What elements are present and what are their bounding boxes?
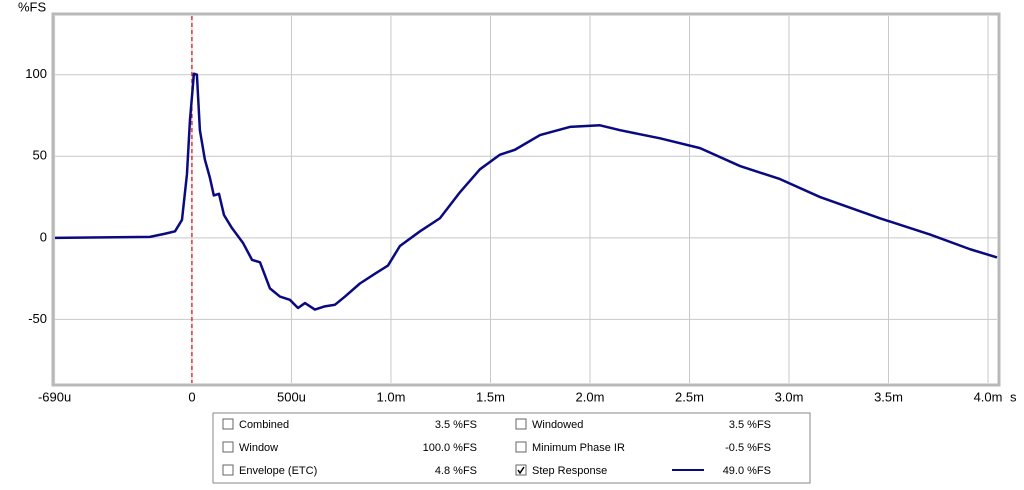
x-tick-label: 1.0m <box>377 389 406 404</box>
plot <box>54 16 998 383</box>
legend-reading: 3.5 %FS <box>729 419 771 431</box>
y-tick-label: 100 <box>25 66 47 81</box>
x-tick-label: 4.0m <box>974 389 1003 404</box>
y-tick-label: 0 <box>40 229 47 244</box>
checkbox[interactable] <box>222 464 234 476</box>
legend-label[interactable]: Windowed <box>532 419 583 431</box>
checkbox[interactable] <box>222 441 234 453</box>
legend-label[interactable]: Step Response <box>532 465 607 477</box>
x-tick-label: 2.0m <box>576 389 605 404</box>
x-tick-label: 3.0m <box>775 389 804 404</box>
legend-label[interactable]: Envelope (ETC) <box>239 465 317 477</box>
checkbox[interactable] <box>515 441 527 453</box>
legend-reading: -0.5 %FS <box>725 442 771 454</box>
checkbox[interactable] <box>515 464 527 476</box>
legend-reading: 100.0 %FS <box>423 442 477 454</box>
x-tick-label: 3.5m <box>874 389 903 404</box>
y-tick-label: 50 <box>33 148 47 163</box>
checkbox[interactable] <box>515 418 527 430</box>
y-axis-label: %FS <box>18 0 47 14</box>
series-line <box>54 72 998 311</box>
x-axis-label: s <box>1010 389 1017 404</box>
x-tick-label: 2.5m <box>675 389 704 404</box>
grid <box>54 16 997 383</box>
legend-box <box>212 412 811 484</box>
checkbox[interactable] <box>222 418 234 430</box>
legend-reading: 3.5 %FS <box>435 419 477 431</box>
legend: Combined 3.5 %FS Windowed 3.5 %FS Window 100.… <box>212 412 811 484</box>
y-tick-label: -50 <box>28 311 47 326</box>
x-tick-label: 0 <box>188 389 195 404</box>
legend-reading: 4.8 %FS <box>435 465 477 477</box>
legend-reading: 49.0 %FS <box>723 465 771 477</box>
legend-label[interactable]: Window <box>239 442 278 454</box>
check-mark <box>517 466 525 475</box>
x-tick-label: 500u <box>277 389 306 404</box>
plot-frame <box>51 12 1001 387</box>
legend-label[interactable]: Minimum Phase IR <box>532 442 625 454</box>
legend-label[interactable]: Combined <box>239 419 289 431</box>
x-tick-label: -690u <box>38 389 71 404</box>
x-tick-label: 1.5m <box>476 389 505 404</box>
